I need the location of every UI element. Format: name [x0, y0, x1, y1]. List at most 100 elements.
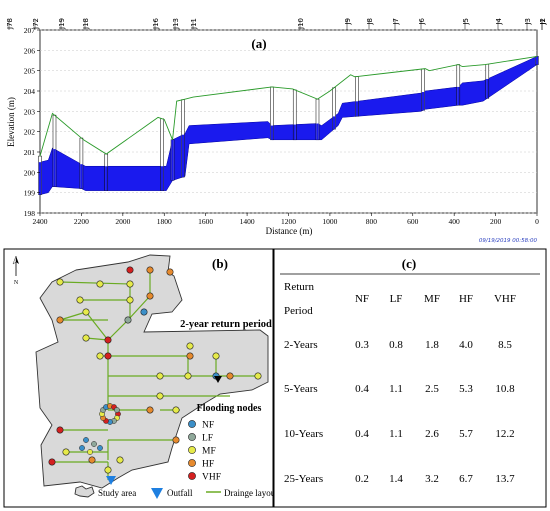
manhole-water — [535, 56, 539, 65]
junction-label: J3 — [524, 18, 532, 26]
north-label: N — [14, 280, 19, 286]
flood-node — [156, 372, 164, 380]
flood-node — [186, 342, 194, 350]
panel-c-frame — [273, 248, 547, 508]
flooding-nodes — [48, 266, 262, 485]
flood-node — [114, 407, 120, 413]
panel-a: J78 J72 J19 J18 J16 J13 J11 J10 J9 J8 J7 J6 J5 J4 J3 J2… — [6, 17, 547, 244]
flood-node — [156, 392, 164, 400]
manhole-water — [80, 164, 83, 189]
table-cell: 0.2 — [355, 473, 369, 485]
timestamp: 09/19/2019 00:58:00 — [479, 238, 538, 244]
drainage-layout-label: Drainge layout — [224, 488, 278, 498]
col-header-vhf: VHF — [494, 293, 516, 305]
manhole-water — [38, 162, 42, 195]
legend-swatch-vhf — [188, 472, 196, 480]
flood-node — [116, 456, 124, 464]
x-tick-label: 2000 — [115, 217, 130, 226]
y-tick-label: 205 — [24, 67, 36, 76]
flood-node — [126, 280, 134, 288]
junction-label: J13 — [172, 18, 180, 30]
manhole-water — [332, 116, 336, 130]
panel-b: N (b) 2-year return period Flooding node… — [3, 248, 278, 508]
flood-node — [82, 334, 90, 342]
legend-swatch-hf — [188, 459, 196, 467]
table-cell: 2.5 — [425, 383, 439, 395]
flood-node — [172, 406, 180, 414]
y-axis-label: Elevation (m) — [6, 97, 16, 147]
y-tick-label: 201 — [24, 148, 36, 157]
flood-node — [166, 268, 174, 276]
y-tick-label: 204 — [24, 87, 36, 96]
manhole-water — [160, 166, 164, 191]
flood-node — [76, 296, 84, 304]
table-header: NF LF MF HF VHF — [355, 293, 516, 305]
flood-node — [254, 372, 262, 380]
ground-line — [39, 55, 538, 157]
flood-node — [48, 458, 56, 466]
y-tick-label: 203 — [24, 107, 36, 116]
flood-node — [91, 441, 97, 447]
table-cell: 4.0 — [459, 339, 473, 351]
legend-swatch-lf — [188, 433, 196, 441]
header-period: Period — [284, 305, 313, 317]
table-cell: 13.7 — [495, 473, 515, 485]
profile-marks — [38, 55, 539, 196]
flood-node — [83, 437, 89, 443]
flood-node — [146, 406, 154, 414]
legend-label-vhf: VHF — [202, 473, 221, 483]
table-cell: 0.8 — [389, 339, 403, 351]
manhole-water — [105, 166, 108, 191]
bottom-legend: Study area Outfall Drainge layout — [74, 485, 278, 499]
flood-node — [79, 445, 85, 451]
table-cell: 10.8 — [495, 383, 515, 395]
table-cell: 1.1 — [389, 383, 403, 395]
pipe — [59, 311, 87, 321]
row-period: 10-Years — [284, 428, 323, 440]
flood-node — [56, 316, 64, 324]
manhole-water — [171, 139, 174, 181]
table-cell: 2.6 — [425, 428, 439, 440]
table-cell: 1.1 — [389, 428, 403, 440]
flood-node — [212, 352, 220, 360]
flood-node — [56, 426, 64, 434]
manhole-water — [316, 123, 319, 140]
flood-node — [146, 292, 154, 300]
legend-label-nf: NF — [202, 421, 214, 431]
y-tick-label: 202 — [24, 128, 36, 137]
x-tick-label: 0 — [535, 217, 539, 226]
junction-label: J6 — [418, 17, 426, 25]
header-return: Return — [284, 281, 314, 293]
x-tick-label: 600 — [407, 217, 419, 226]
flood-node — [56, 278, 64, 286]
manhole-water — [457, 86, 460, 106]
panel-b-label: (b) — [212, 256, 228, 271]
table-cell: 5.3 — [459, 383, 473, 395]
flood-node — [96, 280, 104, 288]
flood-node — [140, 308, 148, 316]
outfall-icon — [106, 476, 116, 485]
y-tick-label: 206 — [24, 46, 36, 55]
y-tick-label: 207 — [24, 26, 36, 35]
table-cell: 12.2 — [495, 428, 514, 440]
pipe — [85, 337, 109, 341]
junction-label: J19 — [58, 18, 66, 30]
outfall-icon — [214, 376, 222, 383]
junction-label: J5 — [462, 18, 470, 26]
junction-label: J4 — [495, 17, 503, 25]
flood-node — [104, 336, 112, 344]
drainage-layout — [52, 270, 258, 480]
junction-label: J7 — [392, 18, 400, 26]
junction-label: J2 — [539, 18, 547, 26]
manhole-water — [181, 134, 185, 178]
junction-label: J10 — [297, 18, 305, 30]
legend-label-mf: MF — [202, 447, 216, 457]
col-header-nf: NF — [355, 293, 369, 305]
table-cell: 0.4 — [355, 428, 369, 440]
row-period: 2-Years — [284, 339, 318, 351]
table-body: 2-Years 0.3 0.8 1.8 4.0 8.5 5-Years 0.4 1.1 2.5 5.… — [284, 339, 515, 485]
x-tick-label: 1400 — [240, 217, 255, 226]
flood-node — [124, 316, 132, 324]
legend-label-lf: LF — [202, 434, 213, 444]
flood-node — [146, 266, 154, 274]
